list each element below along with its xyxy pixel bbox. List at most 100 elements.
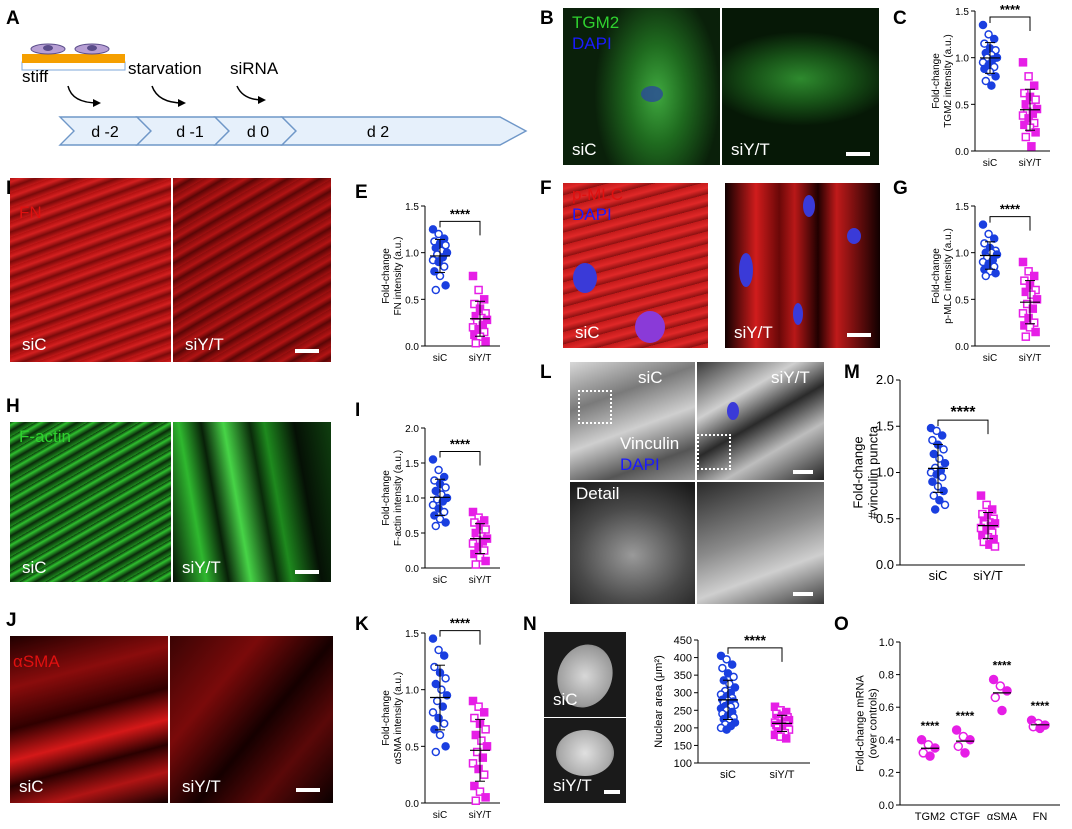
y-tick-label-m: 0.0 xyxy=(876,557,894,572)
data-point-m xyxy=(990,542,1000,551)
x-tick-label-o: FN xyxy=(1033,811,1048,823)
data-point-o xyxy=(1035,723,1045,734)
significance-o: **** xyxy=(921,719,940,733)
data-point-i xyxy=(481,525,490,534)
stain-label-dapi: DAPI xyxy=(620,455,660,474)
panel-letter-m: M xyxy=(844,362,860,383)
stain-label-factin: F-actin xyxy=(19,427,71,446)
data-point-c xyxy=(987,81,996,90)
scale-bar xyxy=(793,470,813,474)
data-point-m xyxy=(939,445,948,454)
stain-label-tgm2: TGM2 xyxy=(572,13,620,32)
y-axis-label-i: F-actin intensity (a.u.) xyxy=(393,450,404,546)
data-point-k xyxy=(428,634,438,643)
data-point-o xyxy=(960,748,970,758)
data-point-k xyxy=(475,787,485,796)
y-axis-label-e: Fold-change xyxy=(381,248,392,304)
y-axis-label-o: Fold-change mRNA xyxy=(855,675,867,772)
y-tick-label-n: 100 xyxy=(674,758,692,770)
data-point-c xyxy=(1021,132,1031,142)
arrowhead-stiff xyxy=(93,99,101,107)
condition-label-siyt: siY/T xyxy=(771,368,810,387)
scale-bar xyxy=(295,349,319,353)
y-tick-label-m: 2.0 xyxy=(876,372,894,387)
data-point-e xyxy=(474,285,483,295)
y-tick-label-k: 0.0 xyxy=(405,799,419,810)
data-point-g xyxy=(991,268,1000,278)
timeline-diagram: stiff starvation siRNA d -2 d -1 d 0 d 2 xyxy=(21,43,528,146)
x-tick-label-c: siC xyxy=(983,158,997,169)
data-point-k xyxy=(470,781,479,791)
data-point-m xyxy=(932,426,941,436)
data-point-i xyxy=(481,556,490,566)
significance-g: **** xyxy=(1000,202,1021,217)
data-point-o xyxy=(997,705,1007,716)
y-tick-label-g: 1.0 xyxy=(955,249,969,260)
data-point-c xyxy=(1031,95,1040,104)
data-point-n xyxy=(722,725,731,734)
panel-letter-o: O xyxy=(834,614,849,635)
image-l-sic: siC Vinculin DAPI xyxy=(570,362,695,480)
condition-label-siyt: siY/T xyxy=(734,323,773,342)
stain-label-fn: FN xyxy=(19,203,42,222)
data-point-g xyxy=(1024,267,1033,276)
condition-label-siyt: siY/T xyxy=(185,335,224,354)
data-point-g xyxy=(1027,290,1036,299)
data-point-m xyxy=(930,505,940,514)
data-point-c xyxy=(991,72,1000,81)
detail-label: Detail xyxy=(576,484,620,503)
y-tick-label-n: 450 xyxy=(674,635,692,647)
stain-label-vinculin: Vinculin xyxy=(620,434,680,453)
y-tick-label-o: 0.0 xyxy=(879,800,894,812)
condition-label-sic: siC xyxy=(22,558,47,577)
y-tick-label-o: 0.6 xyxy=(879,702,894,714)
significance-o: **** xyxy=(993,658,1012,672)
data-point-g xyxy=(1018,257,1028,267)
data-point-c xyxy=(1029,81,1039,90)
x-tick-label-c: siY/T xyxy=(1019,158,1042,169)
data-point-n xyxy=(729,672,738,682)
significance-bracket-n xyxy=(727,647,783,662)
data-point-m xyxy=(929,449,939,459)
stain-label-asma: αSMA xyxy=(13,652,60,671)
data-point-k xyxy=(434,713,443,723)
image-f-sic: p-MLC DAPI siC xyxy=(563,183,708,348)
significance-bracket-g xyxy=(989,216,1031,231)
data-point-k xyxy=(481,793,490,802)
data-point-e xyxy=(431,285,441,295)
y-tick-label-c: 0.0 xyxy=(955,147,969,158)
data-point-k xyxy=(439,719,449,728)
data-point-k xyxy=(471,730,481,740)
data-point-c xyxy=(1024,72,1033,81)
data-point-m xyxy=(940,500,950,510)
data-point-o xyxy=(925,751,935,761)
condition-label-sic: siC xyxy=(553,690,578,709)
data-point-c xyxy=(978,20,988,30)
x-tick-label-i: siY/T xyxy=(469,575,492,586)
data-point-k xyxy=(479,708,489,717)
significance-bracket-m xyxy=(937,419,989,435)
scale-bar xyxy=(604,790,620,794)
data-point-n xyxy=(727,660,737,669)
scale-bar xyxy=(793,592,813,596)
data-point-m xyxy=(928,477,937,486)
panel-letter-b: B xyxy=(540,8,554,29)
scale-bar xyxy=(846,152,870,156)
y-tick-label-g: 0.0 xyxy=(955,342,969,353)
data-point-m xyxy=(940,459,950,468)
data-point-k xyxy=(441,674,450,683)
y-axis-label-n: Nuclear area (μm²) xyxy=(653,655,665,748)
arrowhead-starvation xyxy=(178,99,186,107)
significance-o: **** xyxy=(1031,699,1050,713)
data-point-k xyxy=(479,770,489,779)
data-point-k xyxy=(477,736,486,745)
image-j-sma-sic: αSMA siC xyxy=(10,636,168,803)
data-point-k xyxy=(474,702,483,711)
y-tick-label-c: 1.5 xyxy=(955,7,969,18)
y-tick-label-c: 0.5 xyxy=(955,100,969,111)
image-l-detail-sic: Detail xyxy=(570,482,695,604)
data-point-c xyxy=(984,30,993,39)
data-point-k xyxy=(470,713,479,723)
data-point-c xyxy=(1018,58,1028,67)
panel-letter-n: N xyxy=(523,614,537,635)
